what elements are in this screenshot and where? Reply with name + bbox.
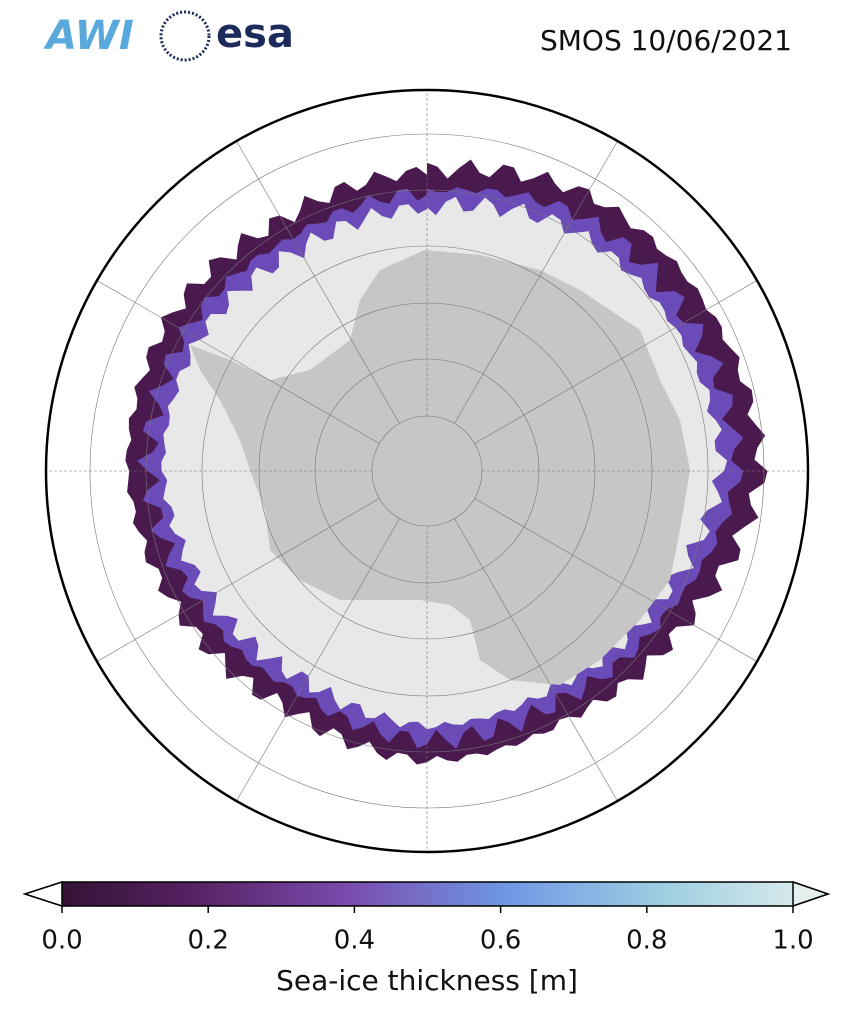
colorbar-tick-label: 1.0 — [772, 926, 813, 956]
colorbar: 0.0 0.2 0.4 0.6 0.8 1.0 — [22, 880, 831, 956]
esa-logo: esa — [216, 11, 294, 57]
colorbar-tick-label: 0.8 — [626, 926, 667, 956]
colorbar-tick-label: 0.2 — [188, 926, 229, 956]
colorbar-body — [22, 881, 831, 907]
colorbar-tick-label: 0.6 — [480, 926, 521, 956]
continent — [190, 250, 690, 685]
graticule-meridian — [231, 518, 400, 809]
awi-logo: AWI — [43, 13, 134, 59]
graticule-meridian — [474, 275, 765, 444]
colorbar-extend-high — [792, 880, 831, 908]
colorbar-label: Sea-ice thickness [m] — [276, 964, 578, 997]
graticule-meridian — [89, 498, 380, 667]
graticule-meridian — [454, 133, 623, 424]
colorbar-extend-low — [22, 880, 63, 908]
colorbar-tick-label: 0.4 — [334, 926, 375, 956]
graticule-meridian — [474, 498, 765, 667]
map — [46, 90, 808, 852]
title: SMOS 10/06/2021 — [540, 24, 792, 57]
logos: AWI esa — [43, 10, 294, 62]
graticule-meridian — [231, 133, 400, 424]
graticule-meridian — [454, 518, 623, 809]
esa-emblem — [159, 10, 211, 62]
graticule-meridian — [89, 275, 380, 444]
colorbar-tick-label: 0.0 — [41, 926, 82, 956]
map-frame — [44, 88, 810, 854]
